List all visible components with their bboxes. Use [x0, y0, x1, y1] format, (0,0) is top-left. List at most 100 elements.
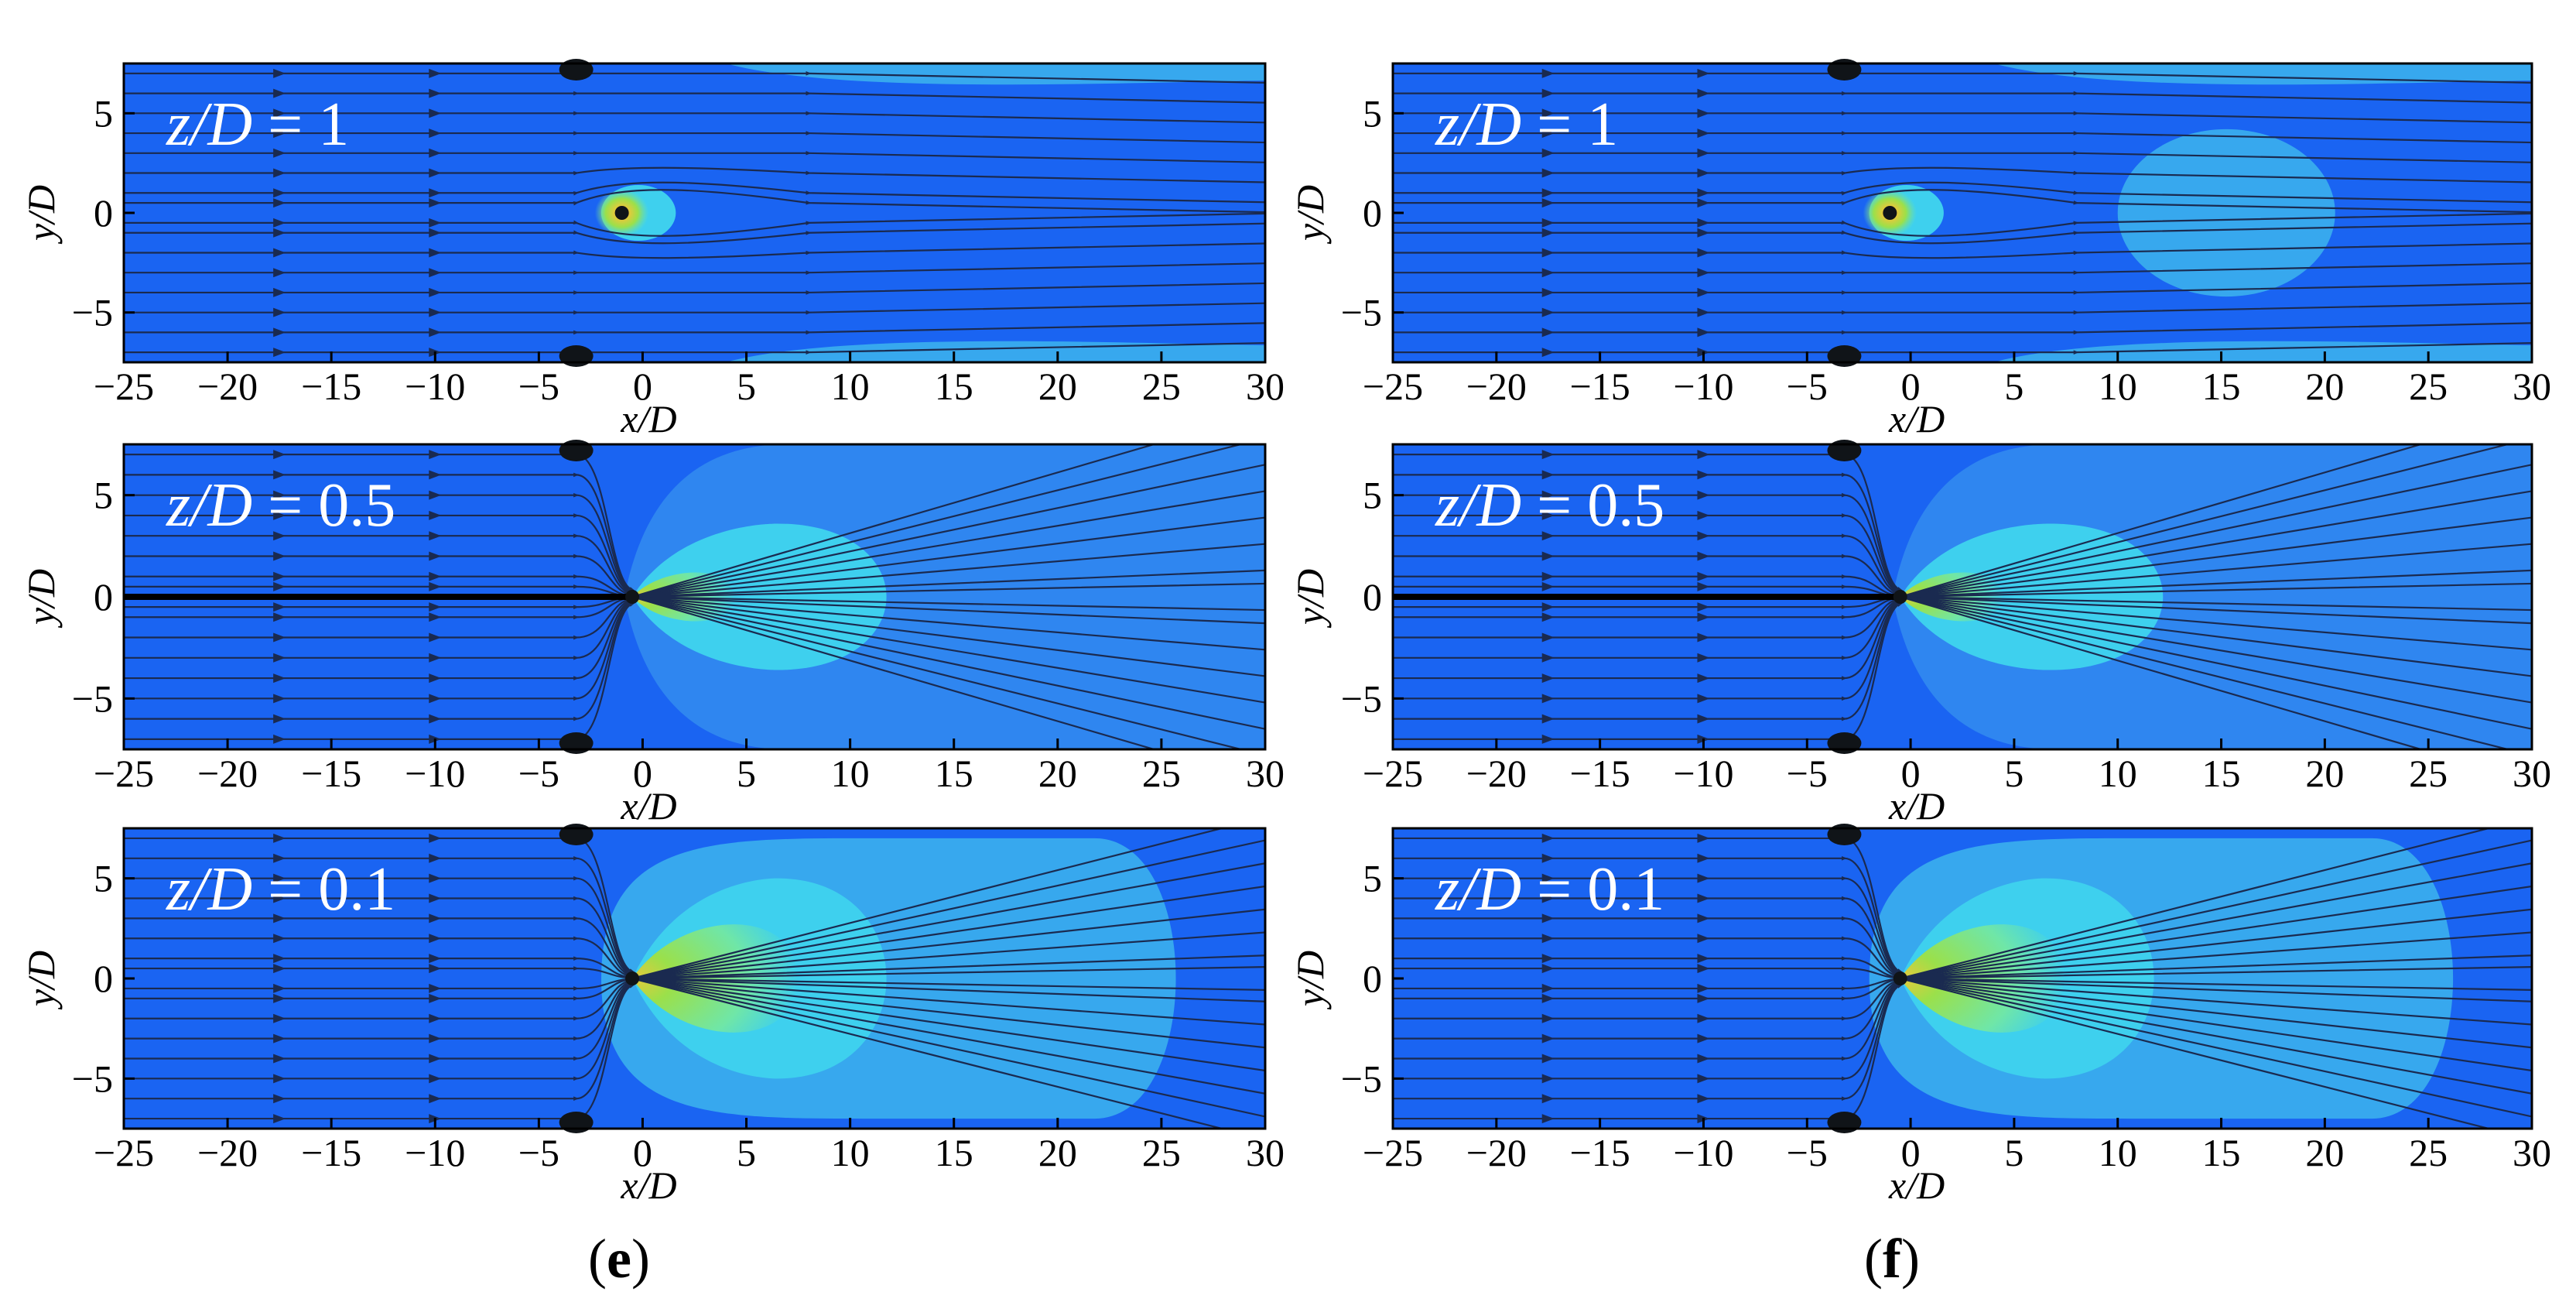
panel-e-3-xtick-label-9: 20 — [1038, 1131, 1077, 1174]
panel-f-3-arrow-0-6 — [1541, 993, 1555, 1003]
panel-e-3-arrow-1-7 — [429, 983, 442, 993]
panel-e-2-mid-region — [624, 444, 1265, 749]
panel-f-1-arrow-1-11 — [1697, 148, 1710, 158]
panel-f-3-ytick-label-2: 5 — [1363, 857, 1382, 900]
panel-f-1-ytick-label-1: 0 — [1363, 191, 1382, 235]
panel-e-1-arrow-1-1 — [429, 327, 442, 338]
panel-e-2-arrow-0-15 — [273, 450, 286, 460]
panel-f-1-arrow-1-8 — [1697, 198, 1710, 208]
panel-f-1-arrow-1-3 — [1697, 287, 1710, 297]
panel-e-3-arrow-1-12 — [429, 893, 442, 903]
panel-e-3-arrow-0-0 — [273, 1114, 286, 1124]
panel-e-3-arrow-0-12 — [273, 893, 286, 903]
panel-letter-f-close: ) — [1901, 1228, 1920, 1290]
panel-letter-f-open: ( — [1864, 1228, 1883, 1290]
panel-f-1-streamline-10 — [1393, 166, 2532, 183]
panel-e-3-arrow-0-9 — [273, 954, 286, 964]
panel-f-2-arrow-0-7 — [1541, 602, 1555, 612]
panel-e-3-arrow-0-13 — [273, 873, 286, 883]
panel-e-3-arrow-1-13 — [429, 873, 442, 883]
panel-e-2-xtick-label-4: −5 — [518, 752, 559, 795]
panel-e-3-arrow-0-14 — [273, 853, 286, 863]
panel-f-2-xtick-label-10: 25 — [2409, 752, 2448, 795]
panel-e-3-arrow-1-2 — [429, 1074, 442, 1084]
panel-f-1-streamline-1 — [1393, 322, 2532, 335]
panel-f-3-arrow-1-13 — [1697, 873, 1710, 883]
panel-e-2-arrow-0-6 — [273, 612, 286, 622]
panel-e-3-xtick-label-0: −25 — [94, 1131, 154, 1174]
panel-e-1-arrow-1-12 — [429, 129, 442, 139]
panel-f-2-arrow-1-13 — [1697, 490, 1710, 500]
panel-f-1-xtick-label-9: 20 — [2305, 365, 2344, 408]
panel-f-2-xlabel: x/D — [1888, 784, 1945, 828]
panel-f-3-plane-label: z/D = 0.1 — [1435, 855, 1664, 923]
panel-f-1-arrow-0-0 — [1541, 348, 1555, 358]
panel-f-3-arrow-1-5 — [1697, 1013, 1710, 1023]
panel-f-3-arrow-0-8 — [1541, 964, 1555, 974]
panel-e-2-ytick-label-0: −5 — [72, 677, 113, 720]
panel-e-3-arrow-1-9 — [429, 954, 442, 964]
panel-e-2-xtick-label-5: 0 — [633, 752, 652, 795]
panel-e-3-arrow-0-6 — [273, 993, 286, 1003]
panel-e-1-arrow-0-11 — [273, 148, 286, 158]
panel-f-2-arrow-1-1 — [1697, 714, 1710, 724]
panel-f-2-xtick-label-8: 15 — [2202, 752, 2241, 795]
panel-e-2-inner-region — [632, 523, 887, 670]
panel-e-3-xtick-label-2: −15 — [301, 1131, 361, 1174]
svg-text:(e): (e) — [588, 1228, 650, 1290]
panel-f-3-arrow-1-6 — [1697, 993, 1710, 1003]
panel-f-3-arrow-0-3 — [1541, 1054, 1555, 1064]
panel-f-3-xtick-label-2: −15 — [1570, 1131, 1630, 1174]
panel-f-3-arrow-1-15 — [1697, 833, 1710, 843]
panel-letter-e-open: ( — [588, 1228, 607, 1290]
panel-f-2-inner-region — [1900, 523, 2164, 670]
panel-f-1-arrow-1-6 — [1697, 228, 1710, 238]
panel-e-3-arrow-1-15 — [429, 833, 442, 843]
panel-f-2-xtick-label-7: 10 — [2099, 752, 2137, 795]
panel-f-3-arrow-0-4 — [1541, 1033, 1555, 1043]
panel-f-3-xtick-label-8: 15 — [2202, 1131, 2241, 1174]
panel-e-3-arrow-0-7 — [273, 983, 286, 993]
panel-e-1-streamline-12 — [124, 131, 1265, 144]
panel-letter-f-letter: f — [1883, 1228, 1902, 1290]
panel-f-1-arrow-1-13 — [1697, 108, 1710, 118]
panel-e-1-streamline-1 — [124, 322, 1265, 335]
panel-letter-e-close: ) — [631, 1228, 650, 1290]
panel-e-3-xtick-label-3: −10 — [405, 1131, 465, 1174]
panel-e-1-xtick-label-0: −25 — [94, 365, 154, 408]
panel-e-1-arrow-1-7 — [429, 218, 442, 228]
panel-f-2-plane-label: z/D = 0.5 — [1435, 471, 1664, 540]
panel-f-2-arrow-1-15 — [1697, 450, 1710, 460]
panel-f-2-arrow-1-14 — [1697, 470, 1710, 480]
panel-e-2-arrow-0-0 — [273, 734, 286, 744]
panel-f-2-xtick-label-6: 5 — [2004, 752, 2024, 795]
panel-e-3-xtick-label-7: 10 — [831, 1131, 870, 1174]
panel-e-3-arrow-0-2 — [273, 1074, 286, 1084]
panel-e-3-arrow-0-1 — [273, 1094, 286, 1104]
panel-f-1-arrow-0-7 — [1541, 218, 1555, 228]
panel-f-3-xtick-label-11: 30 — [2513, 1131, 2551, 1174]
panel-f-1-xtick-label-7: 10 — [2099, 365, 2137, 408]
panel-f-1-arrow-0-14 — [1541, 88, 1555, 98]
panel-f-1-streamline-3 — [1393, 282, 2532, 295]
panel-f-1-xtick-label-4: −5 — [1787, 365, 1828, 408]
panel-f-2-arrow-0-4 — [1541, 653, 1555, 663]
panel-f-2-arrow-1-7 — [1697, 602, 1710, 612]
panel-f-3-arrow-1-10 — [1697, 934, 1710, 944]
panel-f-1-arrow-0-4 — [1541, 268, 1555, 278]
panel-f-1-arrow-1-12 — [1697, 129, 1710, 139]
panel-e-1-xtick-label-4: −5 — [518, 365, 559, 408]
panel-f-1-vortex-bottom — [1827, 345, 1862, 367]
panel-e-2-xtick-label-9: 20 — [1038, 752, 1077, 795]
panel-f-3-arrow-1-3 — [1697, 1054, 1710, 1064]
panel-f-3-xlabel: x/D — [1888, 1163, 1945, 1207]
panel-f-1-arrow-1-10 — [1697, 168, 1710, 178]
panel-f-1-arrow-1-5 — [1697, 248, 1710, 258]
panel-e-1-arrow-0-15 — [273, 68, 286, 78]
panel-e-3-arrow-1-1 — [429, 1094, 442, 1104]
panel-e-1-plane-label: z/D = 1 — [166, 91, 349, 159]
panel-e-2-arrow-1-1 — [429, 714, 442, 724]
panel-e-2-arrow-0-8 — [273, 581, 286, 591]
panel-e-1-arrow-0-10 — [273, 168, 286, 178]
